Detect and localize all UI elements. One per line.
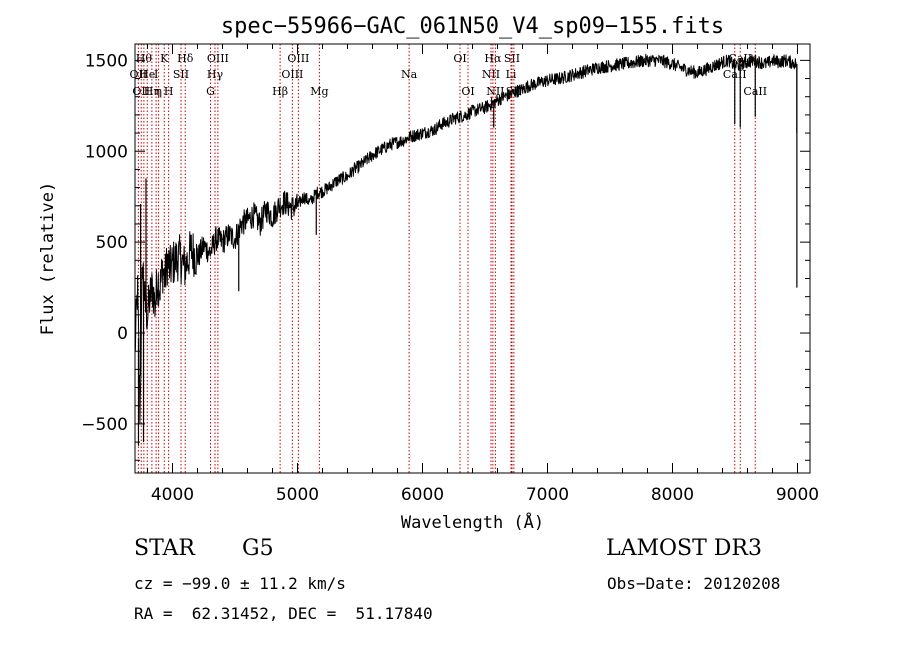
x-tick-label: 9000 <box>776 485 819 505</box>
y-axis-label: Flux (relative) <box>38 182 58 336</box>
x-tick-label: 7000 <box>526 485 569 505</box>
line-marker-label: Hβ <box>272 85 288 98</box>
y-tick-label: 1500 <box>85 51 128 71</box>
y-tick-label: −500 <box>81 415 128 435</box>
line-marker-label: Hα <box>484 52 502 65</box>
y-tick-label: 1000 <box>85 142 128 162</box>
line-marker-label: SII <box>173 68 189 81</box>
x-tick-label: 6000 <box>401 485 444 505</box>
line-marker-label: K <box>160 52 169 65</box>
line-marker-label: OIII <box>207 52 229 65</box>
y-tick-label: 0 <box>117 324 128 344</box>
spectral-line-markers: OII OII Hθ He Hη Iη K H SII Hδ G Hγ OIII Hβ OIII OIII Mg… <box>130 44 767 473</box>
line-marker-label: H <box>164 85 174 98</box>
redshift-readout: cz = −99.0 ± 11.2 km/s <box>134 574 346 593</box>
line-marker-label: I <box>154 68 158 81</box>
plot-frame <box>134 43 811 474</box>
object-class: STAR <box>134 536 195 561</box>
line-marker-label: Hθ <box>136 52 153 65</box>
line-marker-label: OIII <box>281 68 303 81</box>
obs-date: Obs−Date: 20120208 <box>607 574 781 593</box>
line-marker-label: OI <box>453 52 466 65</box>
line-marker-label: Li <box>506 68 517 81</box>
survey-name: LAMOST DR3 <box>606 536 762 561</box>
line-marker-label: SII <box>504 52 520 65</box>
x-tick-label: 8000 <box>651 485 694 505</box>
line-marker-label: OIII <box>287 52 309 65</box>
x-axis-label: Wavelength (Å) <box>401 511 544 533</box>
line-marker-label: Hη <box>144 85 160 98</box>
axes-group: 4000 5000 6000 7000 8000 9000 −500 0 500 1000 1500 <box>81 44 819 505</box>
line-marker-label: NII <box>486 85 504 98</box>
chart-title: spec−55966−GAC_061N50_V4_sp09−155.fits <box>221 14 724 39</box>
line-marker-label: Mg <box>310 85 328 98</box>
spectral-subclass: G5 <box>242 536 274 561</box>
line-marker-label: OII <box>130 68 148 81</box>
x-tick-label: 4000 <box>151 485 194 505</box>
coordinates: RA = 62.31452, DEC = 51.17840 <box>134 604 433 623</box>
chart-text-group: spec−55966−GAC_061N50_V4_sp09−155.fits Wa… <box>38 14 724 533</box>
line-marker-label: OII <box>132 85 150 98</box>
line-marker-label: NII <box>482 68 500 81</box>
line-marker-label: η <box>155 85 162 98</box>
line-marker-label: OI <box>461 85 474 98</box>
flux-line <box>134 53 797 424</box>
line-marker-label: Na <box>401 68 418 81</box>
flux-series-group <box>134 53 798 446</box>
y-tick-label: 500 <box>96 233 128 253</box>
line-marker-label: Hγ <box>207 68 224 81</box>
line-marker-label: G <box>206 85 215 98</box>
x-tick-label: 5000 <box>276 485 319 505</box>
line-marker-label: He <box>139 68 155 81</box>
line-marker-label: Hδ <box>177 52 194 65</box>
